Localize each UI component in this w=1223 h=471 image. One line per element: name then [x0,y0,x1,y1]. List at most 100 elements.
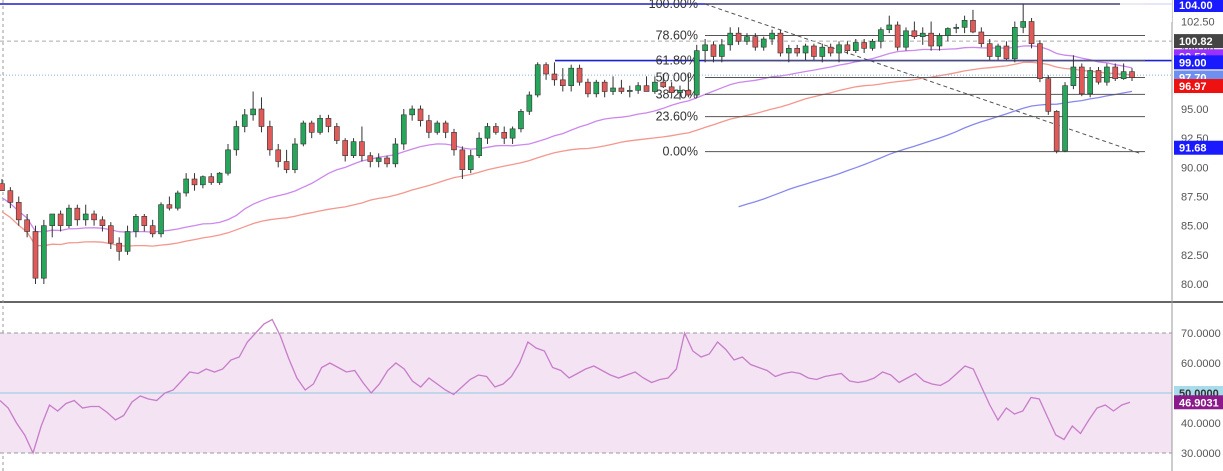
candle[interactable] [852,39,859,53]
candle[interactable] [241,109,248,133]
candle[interactable] [451,128,457,156]
candle[interactable] [735,27,742,45]
candle[interactable] [526,91,533,115]
candle[interactable] [74,204,81,226]
candle[interactable] [727,27,734,51]
candle[interactable] [945,27,951,42]
candle[interactable] [149,219,156,238]
candle[interactable] [24,214,30,238]
candle[interactable] [334,123,340,144]
candle[interactable] [308,120,315,139]
candle[interactable] [576,64,583,86]
candle[interactable] [158,202,164,238]
candle[interactable] [819,43,826,63]
candle[interactable] [166,196,173,211]
candle[interactable] [434,120,441,135]
candle[interactable] [32,225,39,284]
candle[interactable] [292,138,298,174]
candle[interactable] [626,85,633,98]
candle[interactable] [551,62,558,86]
candle[interactable] [57,210,64,232]
candle[interactable] [844,41,851,55]
candle[interactable] [827,43,834,57]
candle[interactable] [618,79,625,94]
candle[interactable] [744,33,750,45]
candle[interactable] [367,152,374,168]
candle[interactable] [91,210,97,226]
candle[interactable] [99,216,106,232]
candle[interactable] [442,120,449,139]
candle[interactable] [275,144,282,168]
candle[interactable] [133,214,139,238]
candle[interactable] [1112,63,1119,82]
candle[interactable] [710,41,717,63]
candle[interactable] [702,39,708,63]
candle[interactable] [183,173,189,197]
candle[interactable] [258,97,265,133]
candle[interactable] [635,82,641,94]
candle[interactable] [668,82,675,98]
candle[interactable] [894,21,901,51]
candle[interactable] [869,39,876,51]
candle[interactable] [350,138,357,158]
candle[interactable] [392,138,399,168]
rsi-pane[interactable] [0,318,1172,455]
candle[interactable] [409,105,415,121]
candle[interactable] [610,76,616,95]
candle[interactable] [467,149,474,174]
candle[interactable] [225,144,231,176]
candle[interactable] [66,204,72,228]
candle[interactable] [995,43,1001,60]
candle[interactable] [208,173,215,185]
candle[interactable] [978,27,985,48]
candle[interactable] [116,237,122,261]
candle[interactable] [903,27,909,51]
candle[interactable] [919,27,926,45]
candle[interactable] [7,187,14,209]
candle[interactable] [359,126,365,162]
candle[interactable] [786,44,792,63]
candle[interactable] [970,9,976,34]
candle[interactable] [375,153,382,168]
candle[interactable] [534,62,541,98]
candle[interactable] [1078,63,1085,97]
candle[interactable] [1020,4,1026,34]
candle[interactable] [15,196,22,226]
candle[interactable] [1028,18,1035,49]
candle[interactable] [1045,75,1052,115]
candle[interactable] [886,15,893,34]
candle[interactable] [426,114,432,139]
candle[interactable] [811,43,817,60]
candle[interactable] [677,85,683,100]
candle[interactable] [1053,110,1060,154]
candle[interactable] [693,44,700,98]
candle[interactable] [1120,63,1127,80]
candle[interactable] [769,29,775,45]
candle[interactable] [216,172,223,185]
candle[interactable] [719,39,725,63]
candle[interactable] [174,190,181,211]
candle[interactable] [325,114,332,133]
candle[interactable] [518,109,524,133]
candle[interactable] [777,29,784,57]
candle[interactable] [1062,82,1068,153]
candle[interactable] [82,204,89,226]
candle[interactable] [986,39,993,60]
candle[interactable] [300,120,307,147]
candle[interactable] [283,149,290,174]
candle[interactable] [476,132,482,158]
candle[interactable] [49,213,56,238]
candle[interactable] [501,126,508,145]
price-axis[interactable]: 102.50100.0097.5095.0092.5090.0087.5085.… [1120,0,1223,471]
candle[interactable] [124,225,131,255]
candle[interactable] [936,33,943,51]
candle[interactable] [493,123,499,135]
candle[interactable] [794,44,800,57]
candle[interactable] [861,39,867,53]
candle[interactable] [836,41,842,63]
candle[interactable] [384,155,390,168]
candle[interactable] [1087,67,1093,98]
candle[interactable] [1012,21,1018,63]
candle[interactable] [108,222,114,249]
candle[interactable] [568,64,574,92]
